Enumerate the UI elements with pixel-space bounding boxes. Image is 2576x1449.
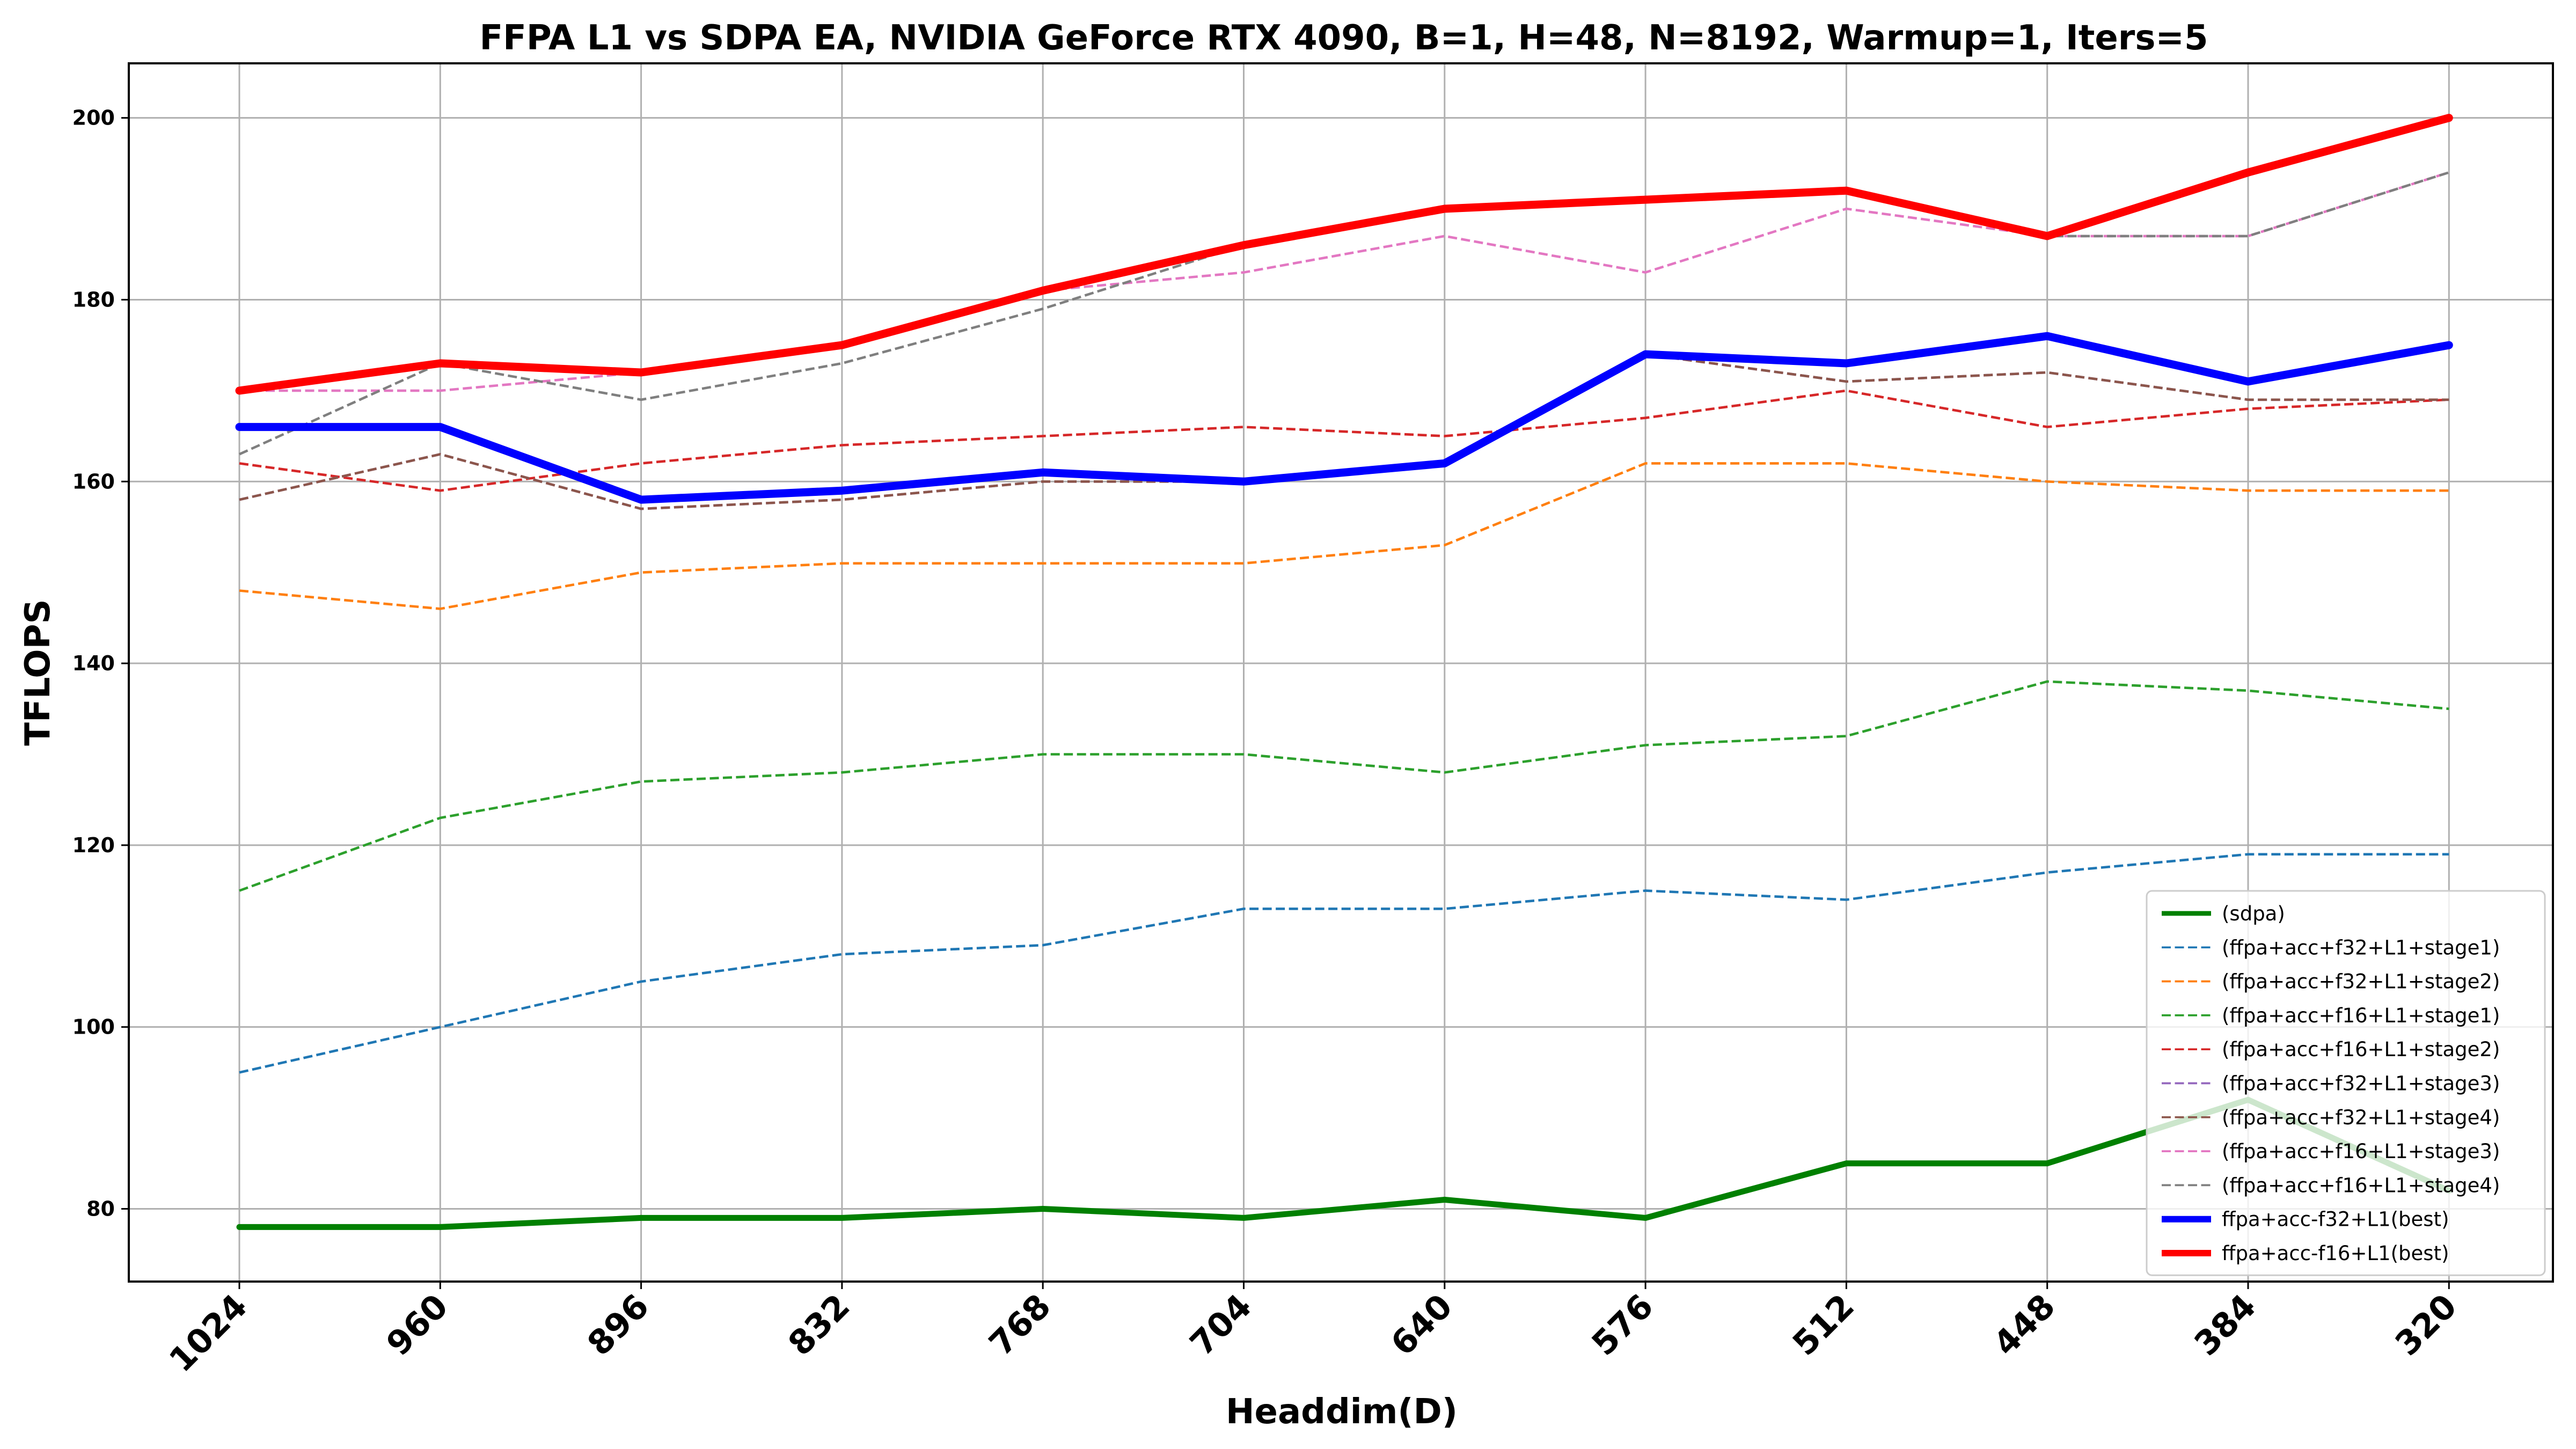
y-tick-label: 100: [72, 1015, 115, 1039]
y-tick-label: 180: [72, 288, 115, 311]
legend-item: (ffpa+acc+f32+L1+stage3): [2162, 1072, 2500, 1095]
x-tick-label: 704: [1182, 1286, 1259, 1363]
legend-item: ffpa+acc-f32+L1(best): [2162, 1208, 2449, 1231]
legend-label: (ffpa+acc+f16+L1+stage1): [2222, 1004, 2500, 1027]
series-line-10: [235, 114, 2453, 395]
legend-label: (ffpa+acc+f16+L1+stage3): [2222, 1140, 2500, 1163]
gridlines: [129, 63, 2553, 1282]
legend-item: (ffpa+acc+f16+L1+stage3): [2162, 1140, 2500, 1163]
y-tick-label: 120: [72, 833, 115, 857]
x-tick-label: 320: [2388, 1286, 2464, 1363]
plot-frame: [128, 62, 2554, 1283]
y-tick-label: 160: [72, 470, 115, 493]
legend-item: ffpa+acc-f16+L1(best): [2162, 1242, 2449, 1265]
series-line-0: [236, 1096, 2452, 1230]
legend-item: (ffpa+acc+f32+L1+stage2): [2162, 970, 2500, 993]
legend-item: (ffpa+acc+f32+L1+stage1): [2162, 936, 2500, 959]
x-axis-label: Headdim(D): [1226, 1392, 1458, 1432]
y-tick-label: 80: [86, 1197, 115, 1220]
legend-box: [2146, 890, 2546, 1276]
legend-label: (ffpa+acc+f32+L1+stage3): [2222, 1072, 2500, 1095]
series-line-9: [235, 332, 2453, 504]
series-line-4: [239, 389, 2449, 492]
chart-title: FFPA L1 vs SDPA EA, NVIDIA GeForce RTX 4…: [479, 18, 2208, 58]
legend-item: (sdpa): [2162, 902, 2285, 925]
x-tick-label: 896: [580, 1286, 656, 1363]
x-tick-label: 832: [780, 1286, 857, 1363]
legend-label: (ffpa+acc+f16+L1+stage4): [2222, 1174, 2500, 1197]
legend-label: (ffpa+acc+f32+L1+stage4): [2222, 1106, 2500, 1129]
x-axis: 1024 960 896 832 768 704 640 576 512 448 384 320: [162, 1282, 2464, 1380]
legend-item: (ffpa+acc+f32+L1+stage4): [2162, 1106, 2500, 1129]
x-tick-label: 960: [379, 1286, 456, 1363]
legend-label: ffpa+acc-f32+L1(best): [2222, 1208, 2449, 1231]
y-axis-label: TFLOPS: [18, 599, 58, 745]
legend-label: ffpa+acc-f16+L1(best): [2222, 1242, 2449, 1265]
x-tick-label: 448: [1986, 1286, 2062, 1363]
series-line-1: [239, 853, 2449, 1074]
legend-label: (ffpa+acc+f32+L1+stage1): [2222, 936, 2500, 959]
x-tick-label: 384: [2186, 1286, 2263, 1363]
x-tick-label: 512: [1785, 1286, 1862, 1363]
y-axis: 80 100 120 140 160 180 200: [72, 106, 129, 1220]
x-tick-label: 576: [1584, 1286, 1661, 1363]
series-line-3: [239, 680, 2449, 892]
series-line-2: [239, 462, 2449, 610]
x-tick-label: 1024: [162, 1286, 255, 1380]
legend-item: (ffpa+acc+f16+L1+stage2): [2162, 1038, 2500, 1061]
series-line-7: [239, 171, 2449, 392]
x-tick-label: 768: [982, 1286, 1058, 1363]
legend-label: (ffpa+acc+f16+L1+stage2): [2222, 1038, 2500, 1061]
legend-item: (ffpa+acc+f16+L1+stage4): [2162, 1174, 2500, 1197]
legend-item: (ffpa+acc+f16+L1+stage1): [2162, 1004, 2500, 1027]
y-tick-label: 200: [72, 106, 115, 130]
y-tick-label: 140: [72, 652, 115, 675]
legend-label: (ffpa+acc+f32+L1+stage2): [2222, 970, 2500, 993]
series-lines: [235, 114, 2453, 1230]
legend: (sdpa) (ffpa+acc+f32+L1+stage1) (ffpa+acc+…: [2146, 890, 2546, 1276]
legend-label: (sdpa): [2222, 902, 2285, 925]
x-tick-label: 640: [1383, 1286, 1460, 1363]
